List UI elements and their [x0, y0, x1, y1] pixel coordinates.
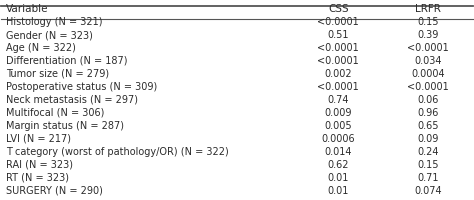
Text: CSS: CSS	[328, 4, 348, 14]
Text: <0.0001: <0.0001	[318, 56, 359, 66]
Text: Gender (N = 323): Gender (N = 323)	[6, 30, 93, 40]
Text: 0.01: 0.01	[328, 172, 349, 182]
Text: 0.09: 0.09	[417, 133, 438, 143]
Text: Postoperative status (N = 309): Postoperative status (N = 309)	[6, 81, 157, 91]
Text: 0.009: 0.009	[325, 107, 352, 117]
Text: Differentiation (N = 187): Differentiation (N = 187)	[6, 56, 128, 66]
Text: <0.0001: <0.0001	[318, 17, 359, 27]
Text: 0.0006: 0.0006	[321, 133, 355, 143]
Text: LVI (N = 217): LVI (N = 217)	[6, 133, 71, 143]
Text: RAI (N = 323): RAI (N = 323)	[6, 159, 73, 169]
Text: Age (N = 322): Age (N = 322)	[6, 43, 76, 53]
Text: <0.0001: <0.0001	[318, 43, 359, 53]
Text: <0.0001: <0.0001	[407, 43, 449, 53]
Text: 0.15: 0.15	[417, 159, 438, 169]
Text: 0.15: 0.15	[417, 17, 438, 27]
Text: Histology (N = 321): Histology (N = 321)	[6, 17, 102, 27]
Text: LRFR: LRFR	[415, 4, 441, 14]
Text: 0.65: 0.65	[417, 120, 438, 130]
Text: 0.01: 0.01	[328, 185, 349, 195]
Text: Tumor size (N = 279): Tumor size (N = 279)	[6, 69, 109, 79]
Text: Multifocal (N = 306): Multifocal (N = 306)	[6, 107, 104, 117]
Text: 0.0004: 0.0004	[411, 69, 445, 79]
Text: 0.24: 0.24	[417, 146, 438, 156]
Text: 0.014: 0.014	[325, 146, 352, 156]
Text: T category (worst of pathology/OR) (N = 322): T category (worst of pathology/OR) (N = …	[6, 146, 229, 156]
Text: <0.0001: <0.0001	[407, 81, 449, 91]
Text: Margin status (N = 287): Margin status (N = 287)	[6, 120, 124, 130]
Text: 0.06: 0.06	[417, 94, 438, 104]
Text: 0.96: 0.96	[417, 107, 438, 117]
Text: Variable: Variable	[6, 4, 49, 14]
Text: 0.002: 0.002	[325, 69, 352, 79]
Text: 0.51: 0.51	[328, 30, 349, 40]
Text: 0.005: 0.005	[325, 120, 352, 130]
Text: <0.0001: <0.0001	[318, 81, 359, 91]
Text: 0.74: 0.74	[328, 94, 349, 104]
Text: 0.034: 0.034	[414, 56, 442, 66]
Text: 0.074: 0.074	[414, 185, 442, 195]
Text: 0.62: 0.62	[328, 159, 349, 169]
Text: SURGERY (N = 290): SURGERY (N = 290)	[6, 185, 103, 195]
Text: 0.39: 0.39	[417, 30, 438, 40]
Text: RT (N = 323): RT (N = 323)	[6, 172, 69, 182]
Text: 0.71: 0.71	[417, 172, 438, 182]
Text: Neck metastasis (N = 297): Neck metastasis (N = 297)	[6, 94, 138, 104]
